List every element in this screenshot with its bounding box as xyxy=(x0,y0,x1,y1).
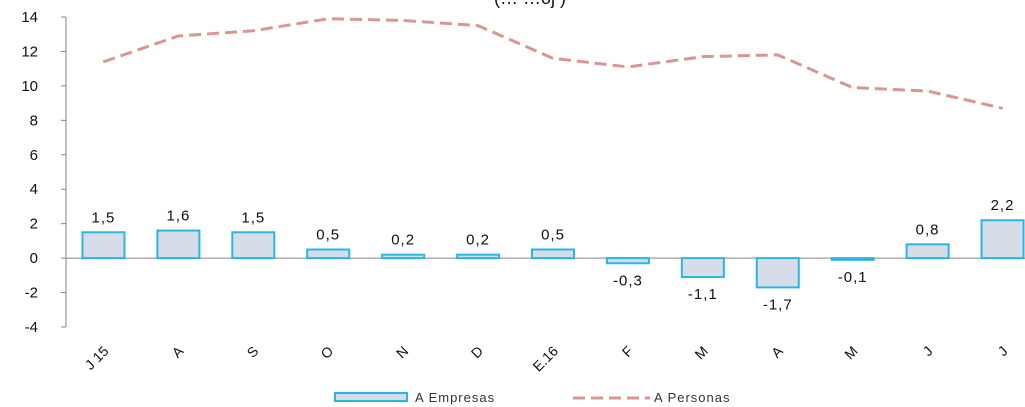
line-point xyxy=(252,30,254,32)
bar xyxy=(156,229,201,260)
line-point xyxy=(852,87,854,89)
bar xyxy=(381,253,426,260)
legend-swatch-empresas xyxy=(334,392,408,402)
bar-data-label: 0,5 xyxy=(541,227,565,244)
x-tick-label: D xyxy=(468,343,486,361)
y-tick-label: 4 xyxy=(30,181,38,198)
bar xyxy=(81,231,126,260)
line-point xyxy=(927,90,929,92)
line-point xyxy=(777,54,779,56)
chart-title: (… …ój ) xyxy=(494,0,566,8)
x-tick-label: A xyxy=(169,342,187,360)
bar-series-empresas: 1,5 1,6 1,5 0,5 0,2 0,2 0,5 -0,3 -1,1 -1,7 -0,1 0,8… xyxy=(81,197,1025,313)
x-tick-label: A xyxy=(768,342,786,360)
x-tick-label: F xyxy=(619,343,636,360)
y-tick-label: 6 xyxy=(30,147,38,164)
y-tick-label: 8 xyxy=(30,112,38,129)
x-tick-label: N xyxy=(393,343,411,361)
line-point xyxy=(402,19,404,21)
x-tick-label: O xyxy=(317,343,336,362)
bar-data-label: 1,6 xyxy=(166,208,190,225)
legend-label-personas: A Personas xyxy=(654,390,731,405)
x-tick-label: J 15 xyxy=(82,343,112,373)
y-tick-label: 14 xyxy=(21,9,38,26)
bar xyxy=(980,219,1025,260)
line-point xyxy=(702,56,704,58)
line-point xyxy=(327,18,329,20)
line-point xyxy=(627,66,629,68)
line-point xyxy=(1002,107,1004,109)
bar-data-label: 0,2 xyxy=(466,232,490,249)
bar xyxy=(231,231,276,260)
x-tick-label: M xyxy=(841,343,861,363)
bar-data-label: 2,2 xyxy=(991,197,1015,214)
bar xyxy=(905,243,950,260)
bar-data-label: -1,1 xyxy=(688,286,718,303)
x-tick-label: M xyxy=(691,343,711,363)
bar-data-label: -1,7 xyxy=(763,296,793,313)
x-tick-label: J xyxy=(919,343,935,359)
x-tick-label: J xyxy=(994,343,1010,359)
x-tick-label: S xyxy=(244,343,262,361)
bar-data-label: 0,2 xyxy=(391,232,415,249)
line-point xyxy=(552,57,554,59)
bar-data-label: 0,8 xyxy=(916,221,940,238)
bar xyxy=(531,248,575,260)
legend-label-empresas: A Empresas xyxy=(415,390,495,405)
bar xyxy=(680,257,725,279)
legend: A Empresas A Personas xyxy=(334,390,731,405)
line-point xyxy=(102,61,104,63)
line-path xyxy=(102,17,1003,110)
bar-data-label: -0,3 xyxy=(613,272,643,289)
y-tick-label: 10 xyxy=(21,78,38,95)
bar xyxy=(605,257,650,265)
bar-data-label: -0,1 xyxy=(838,269,868,286)
y-tick-label: -2 xyxy=(25,285,38,302)
line-point xyxy=(477,25,479,27)
y-axis: -4 -2 0 2 4 6 8 10 12 14 xyxy=(21,9,67,336)
x-tick-label: E.16 xyxy=(529,343,561,375)
y-tick-label: 12 xyxy=(21,43,38,60)
bar xyxy=(456,253,501,260)
line-series-personas xyxy=(102,17,1004,110)
bar xyxy=(830,257,875,261)
y-tick-label: 2 xyxy=(30,216,38,233)
y-tick-label: -4 xyxy=(25,319,38,336)
line-point xyxy=(177,35,179,37)
bar-data-label: 0,5 xyxy=(316,227,340,244)
bar xyxy=(306,248,351,260)
bar xyxy=(755,257,800,289)
y-tick-label: 0 xyxy=(30,250,38,267)
bar-data-label: 1,5 xyxy=(92,209,116,226)
x-axis: J 15 A S O N D E.16 F M A M J J xyxy=(66,257,1025,375)
bar-data-label: 1,5 xyxy=(241,209,265,226)
